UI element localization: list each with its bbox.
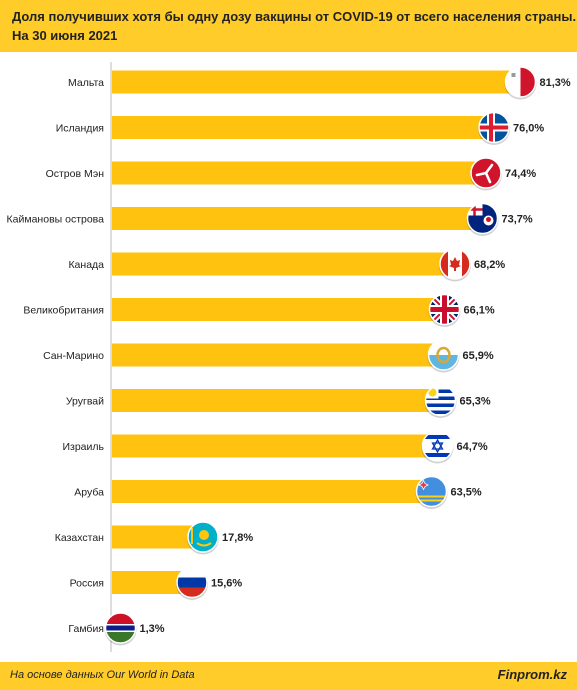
bar: [112, 571, 190, 594]
kazakhstan-flag-icon: [187, 521, 219, 555]
category-label: Казахстан: [55, 532, 104, 544]
value-label: 81,3%: [540, 77, 571, 89]
value-label: 66,1%: [464, 305, 495, 317]
bar: [112, 252, 453, 276]
russia-flag-icon: [176, 566, 208, 600]
value-label: 73,7%: [502, 214, 533, 226]
category-label: Исландия: [56, 123, 104, 135]
canada-flag-icon: [439, 248, 471, 282]
category-label: Остров Мэн: [46, 168, 105, 180]
bar: [112, 480, 430, 503]
category-label: Россия: [70, 578, 104, 590]
chart-title: Доля получивших хотя бы одну дозу вакцин…: [12, 7, 577, 45]
aruba-flag-icon: [415, 475, 448, 509]
value-label: 64,7%: [457, 441, 488, 453]
category-label: Великобритания: [23, 305, 104, 317]
malta-flag-icon: [504, 66, 537, 100]
category-label: Израиль: [62, 441, 104, 453]
bar: [112, 525, 201, 549]
value-label: 68,2%: [474, 259, 505, 271]
category-label: Аруба: [74, 487, 104, 499]
category-label: Уругвай: [66, 396, 104, 408]
bar: [112, 207, 481, 230]
israel-flag-icon: [421, 430, 454, 464]
bar-chart: Мальта 81,3% Исландия 76,0% Остров Мэн 74,4% К…: [7, 62, 571, 652]
bar: [112, 70, 519, 94]
iceland-flag-icon: [478, 111, 510, 145]
bar: [112, 298, 443, 321]
category-label: Канада: [68, 259, 104, 271]
bar: [112, 389, 439, 412]
title-line-1: Доля получивших хотя бы одну дозу вакцин…: [12, 9, 577, 24]
category-label: Гамбия: [68, 623, 104, 635]
bar: [112, 116, 492, 139]
uk-flag-icon: [428, 293, 461, 327]
san-marino-flag-icon: [427, 339, 460, 373]
cayman-islands-flag-icon: [466, 202, 499, 236]
bar: [112, 434, 436, 458]
value-label: 17,8%: [222, 532, 253, 544]
category-label: Мальта: [68, 77, 104, 89]
category-label: Сан-Марино: [43, 350, 104, 362]
category-label: Каймановы острова: [7, 214, 105, 226]
header-banner: Доля получивших хотя бы одну дозу вакцин…: [0, 0, 577, 52]
bar: [112, 161, 484, 185]
value-label: 1,3%: [140, 623, 165, 635]
value-label: 15,6%: [211, 578, 242, 590]
value-label: 65,9%: [463, 350, 494, 362]
source-note: На основе данных Our World in Data: [10, 669, 195, 681]
bar: [112, 343, 442, 367]
value-label: 63,5%: [451, 487, 482, 499]
value-label: 76,0%: [513, 123, 544, 135]
value-label: 65,3%: [460, 396, 491, 408]
brand-logo: Finprom.kz: [497, 667, 567, 682]
uruguay-flag-icon: [424, 384, 457, 418]
isle-of-man-flag-icon: [470, 157, 502, 191]
gambia-flag-icon: [104, 612, 137, 646]
title-line-2: На 30 июня 2021: [12, 28, 118, 43]
value-label: 74,4%: [505, 168, 536, 180]
footer-banner: На основе данных Our World in Data Finpr…: [0, 662, 577, 690]
